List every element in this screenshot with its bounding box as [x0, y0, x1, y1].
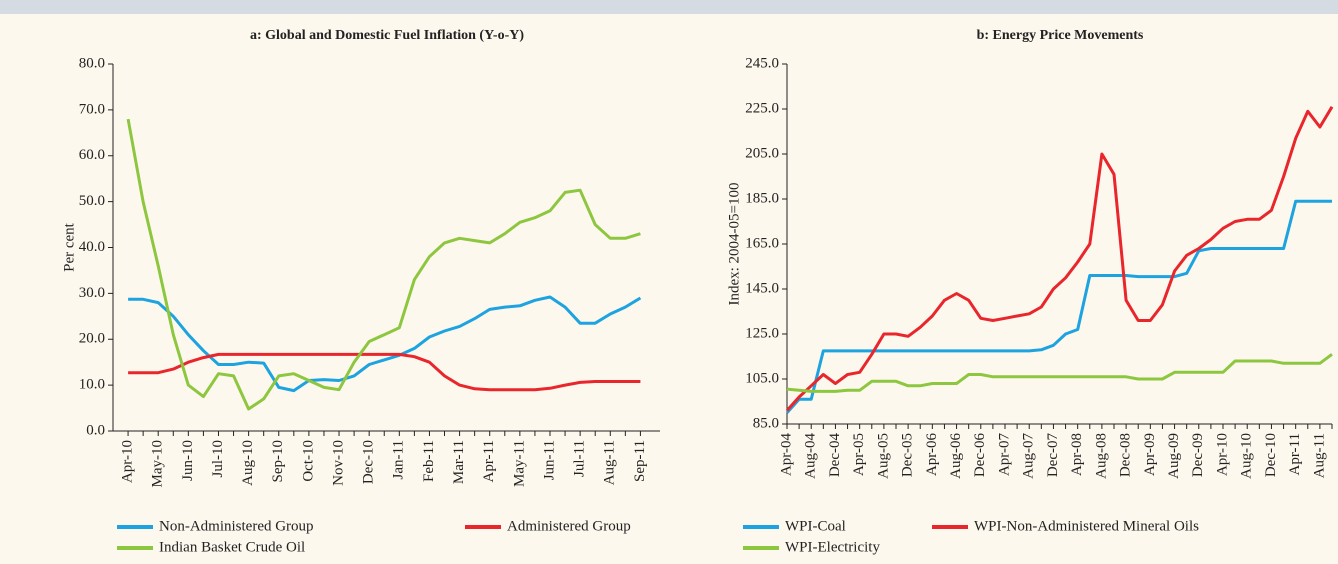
y-tick-label: 165.0	[745, 235, 779, 251]
x-tick-label: Aug-04	[803, 433, 819, 479]
y-tick-label: 185.0	[745, 190, 779, 206]
y-tick-label: 30.0	[79, 285, 105, 301]
chart-title: a: Global and Domestic Fuel Inflation (Y…	[250, 28, 524, 43]
x-tick-label: Dec-05	[900, 433, 916, 477]
y-tick-label: 80.0	[79, 55, 105, 71]
x-tick-label: Feb-11	[421, 440, 437, 482]
x-tick-label: Aug-10	[1239, 433, 1255, 479]
x-tick-label: Aug-11	[602, 440, 618, 485]
legend-label: WPI-Non-Administered Mineral Oils	[974, 518, 1199, 534]
x-tick-label: Apr-11	[481, 440, 497, 482]
x-tick-label: Aug-10	[240, 440, 256, 486]
x-tick-label: Dec-06	[972, 433, 988, 478]
x-tick-label: Apr-11	[1287, 433, 1303, 475]
y-tick-label: 105.0	[745, 370, 779, 386]
x-tick-label: Aug-05	[875, 433, 891, 479]
legend-label: Indian Basket Crude Oil	[159, 539, 305, 555]
series-line	[126, 118, 641, 411]
legend-label: WPI-Electricity	[785, 539, 880, 555]
chart-title: b: Energy Price Movements	[977, 28, 1144, 43]
y-axis-label: Per cent	[61, 222, 77, 272]
series-line	[785, 199, 1332, 414]
y-tick-label: 205.0	[745, 145, 779, 161]
x-tick-label: Apr-06	[924, 433, 940, 477]
x-tick-label: Dec-10	[1263, 433, 1279, 477]
x-tick-label: Aug-06	[948, 433, 964, 479]
y-tick-label: 50.0	[79, 193, 105, 209]
x-tick-label: Dec-10	[361, 440, 377, 484]
x-tick-label: Apr-05	[851, 433, 867, 476]
x-tick-label: Jun-11	[541, 440, 557, 480]
x-tick-label: Apr-10	[1214, 433, 1230, 476]
x-tick-label: Apr-04	[778, 433, 794, 477]
x-tick-label: Nov-10	[330, 440, 346, 486]
series-line	[128, 295, 642, 393]
x-tick-label: Dec-04	[827, 433, 843, 478]
legend-label: WPI-Coal	[785, 518, 846, 534]
x-tick-label: Apr-09	[1142, 433, 1158, 476]
x-tick-label: Aug-08	[1093, 433, 1109, 479]
top-band	[0, 0, 1338, 14]
series-line	[786, 353, 1333, 393]
x-tick-label: Aug-07	[1021, 433, 1037, 479]
y-tick-label: 145.0	[745, 280, 779, 296]
y-tick-label: 60.0	[79, 147, 105, 163]
x-tick-label: Oct-10	[300, 440, 316, 482]
x-tick-label: Dec-07	[1045, 433, 1061, 478]
x-tick-label: Sep-11	[632, 440, 648, 482]
x-tick-label: Aug-09	[1166, 433, 1182, 479]
x-tick-label: Aug-11	[1311, 433, 1327, 478]
x-tick-label: May-10	[150, 440, 166, 488]
x-tick-label: Jan-11	[391, 440, 407, 479]
y-tick-label: 20.0	[79, 331, 105, 347]
x-tick-label: Apr-07	[996, 433, 1012, 477]
y-tick-label: 245.0	[745, 55, 779, 71]
x-tick-label: Sep-10	[270, 440, 286, 483]
y-tick-label: 40.0	[79, 239, 105, 255]
x-tick-label: Mar-11	[451, 440, 467, 484]
x-tick-label: May-11	[511, 440, 527, 487]
series-line	[785, 106, 1334, 412]
y-tick-label: 70.0	[79, 101, 105, 117]
y-tick-label: 10.0	[79, 377, 105, 393]
x-tick-label: Apr-10	[120, 440, 136, 483]
y-tick-label: 125.0	[745, 325, 779, 341]
x-tick-label: Dec-08	[1118, 433, 1134, 477]
y-tick-label: 225.0	[745, 100, 779, 116]
x-tick-label: Apr-08	[1069, 433, 1085, 476]
x-tick-label: Dec-09	[1190, 433, 1206, 477]
x-tick-label: Jun-10	[180, 440, 196, 481]
legend-label: Administered Group	[507, 518, 631, 534]
x-tick-label: Jul-10	[210, 440, 226, 478]
y-tick-label: 85.0	[753, 415, 779, 431]
series-line	[128, 352, 641, 392]
legend-label: Non-Administered Group	[159, 518, 314, 534]
y-tick-label: 0.0	[86, 422, 105, 438]
x-tick-label: Jul-11	[572, 440, 588, 477]
y-axis-label: Index: 2004-05=100	[726, 182, 742, 305]
